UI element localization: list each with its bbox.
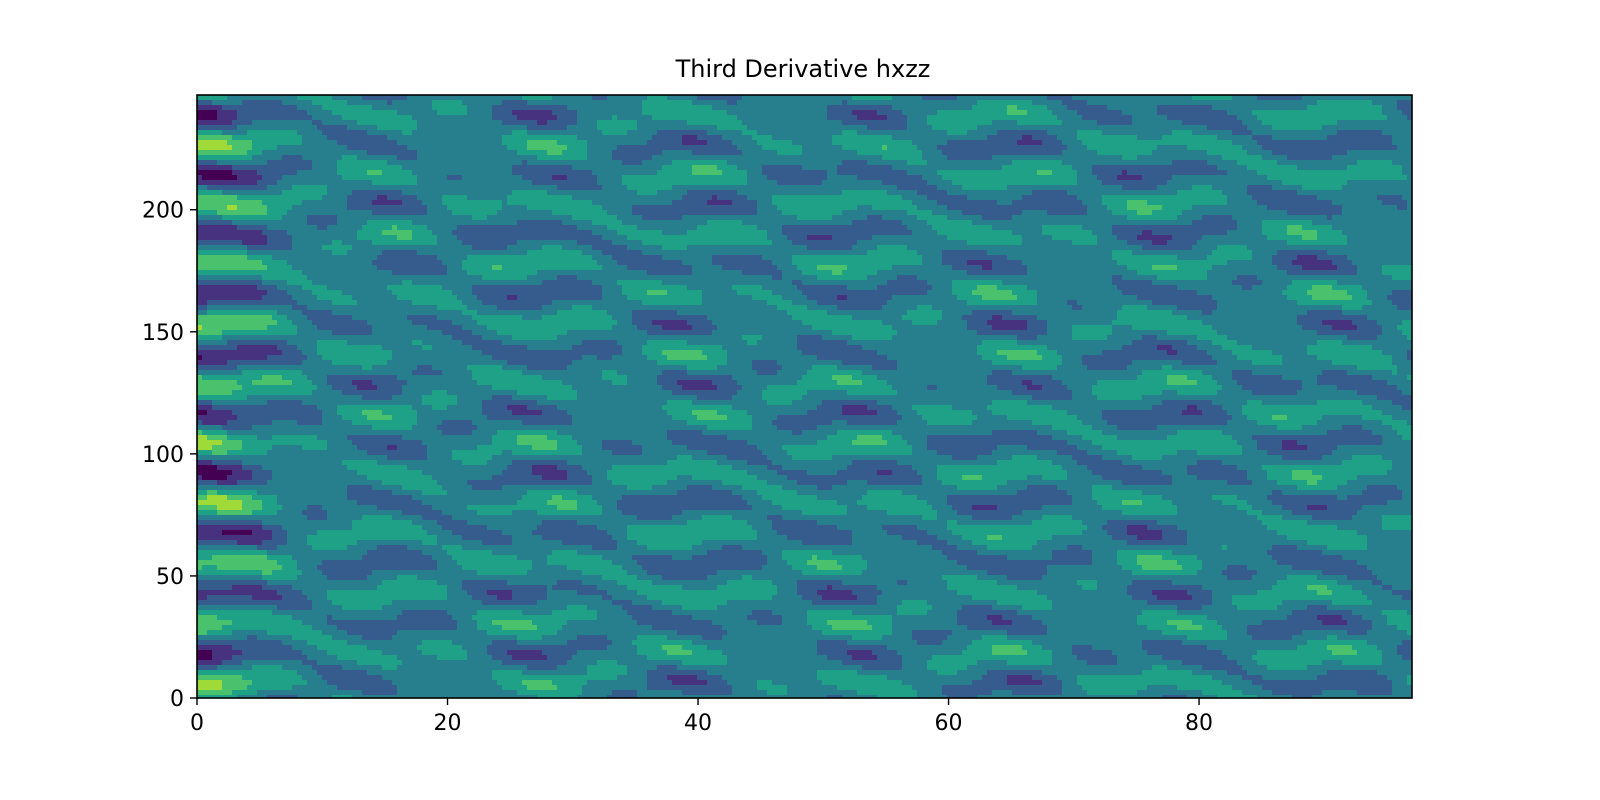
- x-tick-label: 40: [684, 711, 712, 736]
- y-axis: 0 50 100 150 200: [142, 199, 197, 712]
- contour-field: [197, 95, 1413, 701]
- y-tick-label: 150: [142, 321, 184, 346]
- y-tick-label: 200: [142, 199, 184, 224]
- chart-title: Third Derivative hxzz: [675, 55, 931, 83]
- y-tick-label: 50: [156, 565, 184, 590]
- x-axis: 0 20 40 60 80: [190, 698, 1213, 736]
- plot-area: [197, 95, 1413, 701]
- x-tick-label: 80: [1185, 711, 1213, 736]
- y-tick-label: 0: [170, 687, 184, 712]
- y-tick-label: 100: [142, 443, 184, 468]
- x-tick-label: 0: [190, 711, 204, 736]
- x-tick-label: 20: [434, 711, 462, 736]
- x-tick-label: 60: [935, 711, 963, 736]
